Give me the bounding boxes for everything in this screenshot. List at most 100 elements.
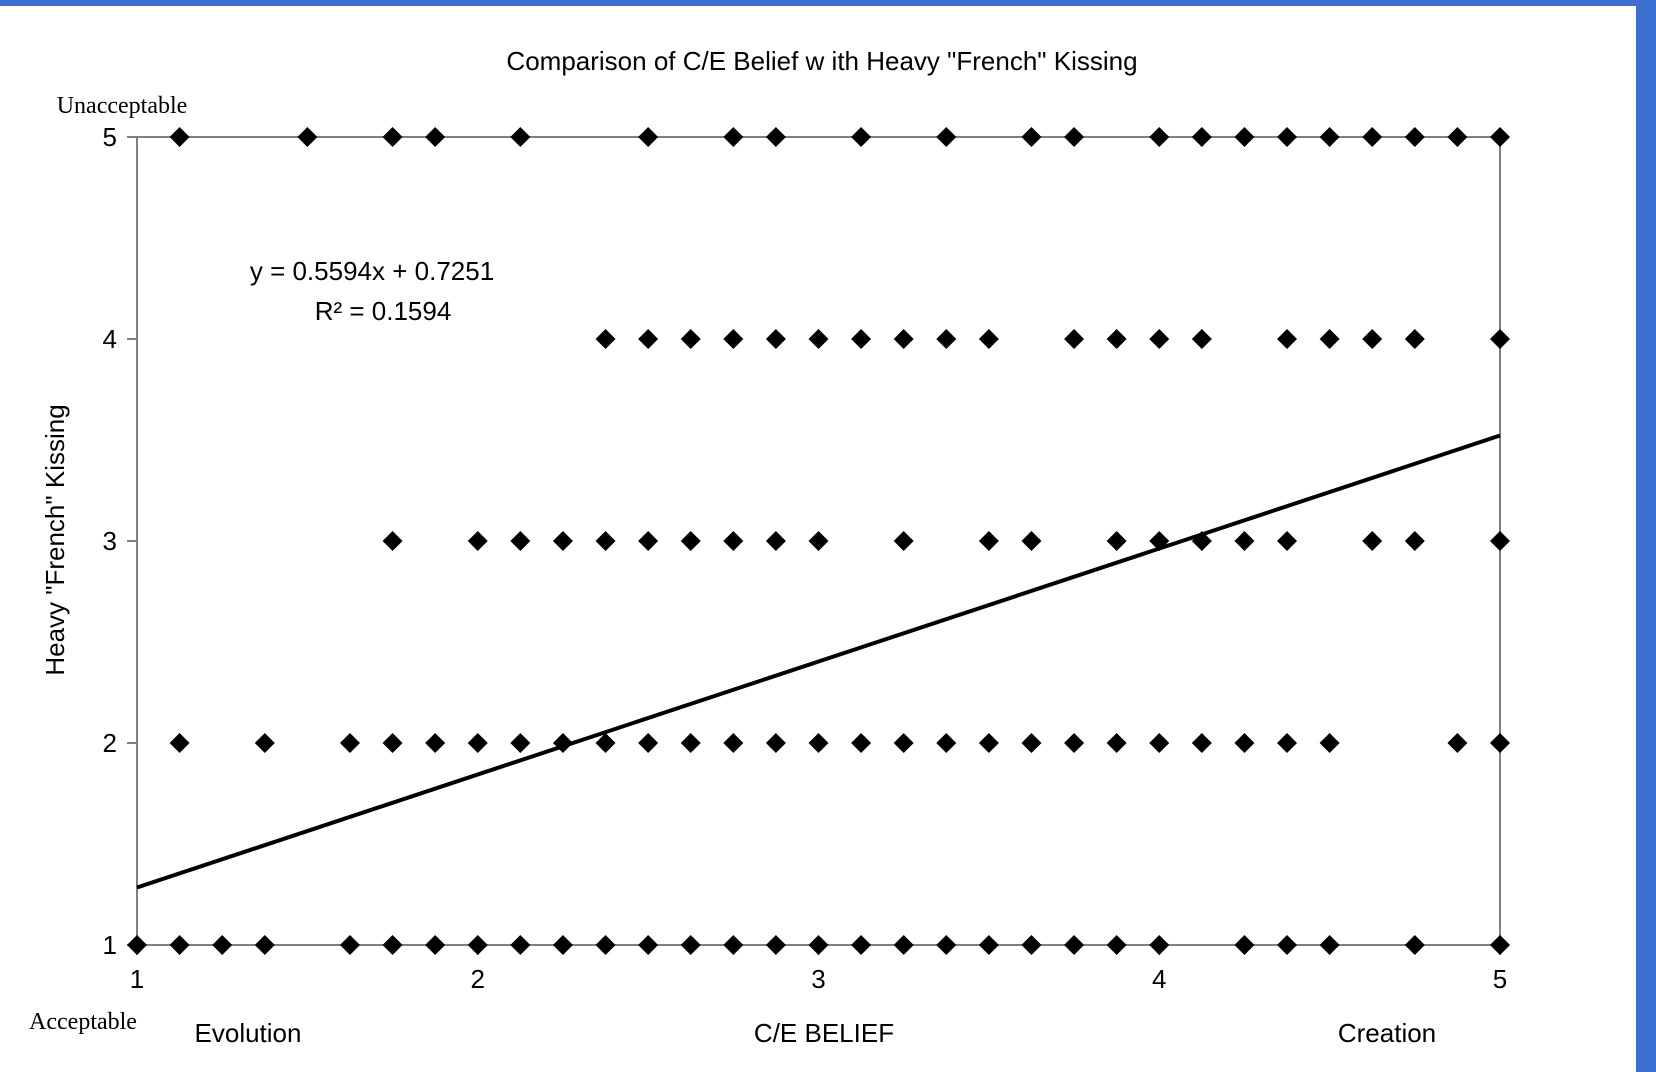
data-point — [723, 127, 744, 147]
x-tick-label: 4 — [1152, 964, 1166, 994]
data-point — [552, 531, 573, 551]
data-point — [510, 531, 531, 551]
x-tick-label: 3 — [811, 964, 825, 994]
data-point — [1191, 733, 1212, 753]
data-point — [1021, 935, 1042, 955]
data-point — [978, 531, 999, 551]
y-axis-label: Heavy "French" Kissing — [40, 404, 70, 675]
data-point — [638, 127, 659, 147]
data-point — [1106, 733, 1127, 753]
data-point — [1021, 531, 1042, 551]
data-point — [382, 935, 403, 955]
data-point — [723, 329, 744, 349]
data-point — [1277, 127, 1298, 147]
data-point — [425, 935, 446, 955]
data-point — [1191, 127, 1212, 147]
data-point — [1319, 329, 1340, 349]
data-point — [1319, 127, 1340, 147]
data-point — [723, 733, 744, 753]
y-end-label-bottom: Acceptable — [29, 1009, 137, 1035]
data-point — [510, 935, 531, 955]
data-point — [595, 733, 616, 753]
data-point — [978, 935, 999, 955]
data-point — [1021, 733, 1042, 753]
data-point — [1277, 935, 1298, 955]
data-point — [467, 935, 488, 955]
frame-accent-bar — [1636, 0, 1656, 1072]
data-point — [595, 531, 616, 551]
y-tick-label: 5 — [103, 122, 117, 152]
data-point — [1106, 935, 1127, 955]
data-point — [893, 935, 914, 955]
data-point — [936, 935, 957, 955]
data-point — [808, 733, 829, 753]
data-point — [467, 733, 488, 753]
data-point — [1234, 127, 1255, 147]
data-point — [978, 329, 999, 349]
data-point — [1404, 531, 1425, 551]
data-point — [254, 733, 275, 753]
data-point — [1404, 935, 1425, 955]
data-point — [425, 127, 446, 147]
data-point — [638, 935, 659, 955]
data-point — [1191, 329, 1212, 349]
data-point — [212, 935, 233, 955]
trendline — [136, 433, 1501, 890]
data-point — [1447, 733, 1468, 753]
data-point — [1362, 329, 1383, 349]
x-axis-label: C/E BELIEF — [754, 1018, 894, 1048]
data-point — [510, 127, 531, 147]
data-point — [1490, 733, 1510, 753]
data-point — [723, 531, 744, 551]
y-tick-label: 2 — [103, 728, 117, 758]
data-point — [1234, 531, 1255, 551]
data-point — [936, 329, 957, 349]
trendline-equation: y = 0.5594x + 0.7251 — [250, 256, 494, 286]
data-point — [1362, 127, 1383, 147]
data-point — [552, 935, 573, 955]
data-point — [936, 127, 957, 147]
y-tick-label: 4 — [103, 324, 117, 354]
x-tick-label: 5 — [1493, 964, 1507, 994]
data-point — [765, 127, 786, 147]
data-point — [169, 127, 190, 147]
data-point — [808, 935, 829, 955]
data-point — [851, 329, 872, 349]
data-point — [1064, 127, 1085, 147]
data-point — [254, 935, 275, 955]
data-point — [680, 935, 701, 955]
data-point — [382, 733, 403, 753]
y-end-label-top: Unacceptable — [57, 93, 188, 119]
data-point — [680, 733, 701, 753]
data-point — [1106, 531, 1127, 551]
data-point — [467, 531, 488, 551]
data-point — [1149, 127, 1170, 147]
data-point — [638, 531, 659, 551]
data-point — [382, 531, 403, 551]
data-point — [1064, 733, 1085, 753]
x-tick-label: 2 — [471, 964, 485, 994]
data-point — [1490, 531, 1510, 551]
data-point — [1149, 329, 1170, 349]
data-point — [893, 733, 914, 753]
data-point — [339, 935, 360, 955]
data-point — [1277, 531, 1298, 551]
data-point — [169, 733, 190, 753]
data-point — [1447, 127, 1468, 147]
data-point — [1149, 733, 1170, 753]
data-point — [808, 531, 829, 551]
data-point — [1319, 935, 1340, 955]
data-point — [1149, 531, 1170, 551]
data-point — [765, 531, 786, 551]
data-point — [1149, 935, 1170, 955]
data-point — [382, 127, 403, 147]
data-point — [1191, 531, 1212, 551]
data-point — [1064, 329, 1085, 349]
data-point — [425, 733, 446, 753]
data-point — [765, 329, 786, 349]
y-tick-label: 1 — [103, 930, 117, 960]
data-point — [552, 733, 573, 753]
data-point — [638, 329, 659, 349]
